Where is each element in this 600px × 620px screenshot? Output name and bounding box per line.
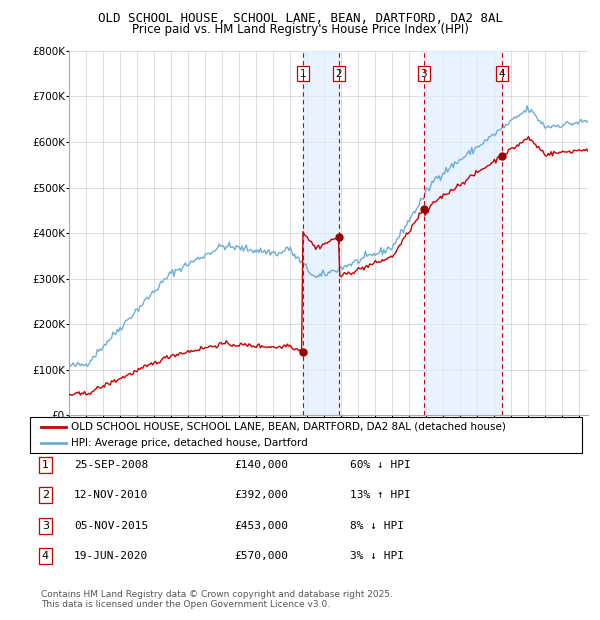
Text: 3% ↓ HPI: 3% ↓ HPI: [350, 551, 404, 561]
Bar: [302, 51, 339, 415]
FancyBboxPatch shape: [30, 417, 582, 453]
Text: 19-JUN-2020: 19-JUN-2020: [74, 551, 148, 561]
Bar: [424, 51, 502, 415]
Text: £570,000: £570,000: [234, 551, 288, 561]
Text: 3: 3: [42, 521, 49, 531]
Text: 1: 1: [299, 69, 306, 79]
Text: £140,000: £140,000: [234, 460, 288, 470]
Text: 8% ↓ HPI: 8% ↓ HPI: [350, 521, 404, 531]
Text: 13% ↑ HPI: 13% ↑ HPI: [350, 490, 411, 500]
Text: OLD SCHOOL HOUSE, SCHOOL LANE, BEAN, DARTFORD, DA2 8AL (detached house): OLD SCHOOL HOUSE, SCHOOL LANE, BEAN, DAR…: [71, 422, 506, 432]
Text: 1: 1: [42, 460, 49, 470]
Text: OLD SCHOOL HOUSE, SCHOOL LANE, BEAN, DARTFORD, DA2 8AL: OLD SCHOOL HOUSE, SCHOOL LANE, BEAN, DAR…: [97, 12, 503, 25]
Text: 60% ↓ HPI: 60% ↓ HPI: [350, 460, 411, 470]
Text: 2: 2: [42, 490, 49, 500]
Text: 3: 3: [421, 69, 427, 79]
Text: 12-NOV-2010: 12-NOV-2010: [74, 490, 148, 500]
Text: 25-SEP-2008: 25-SEP-2008: [74, 460, 148, 470]
Text: 4: 4: [499, 69, 506, 79]
Text: Price paid vs. HM Land Registry's House Price Index (HPI): Price paid vs. HM Land Registry's House …: [131, 24, 469, 36]
Text: 2: 2: [336, 69, 343, 79]
Text: £392,000: £392,000: [234, 490, 288, 500]
Text: HPI: Average price, detached house, Dartford: HPI: Average price, detached house, Dart…: [71, 438, 308, 448]
Text: 4: 4: [42, 551, 49, 561]
Text: 05-NOV-2015: 05-NOV-2015: [74, 521, 148, 531]
Text: Contains HM Land Registry data © Crown copyright and database right 2025.
This d: Contains HM Land Registry data © Crown c…: [41, 590, 393, 609]
Text: £453,000: £453,000: [234, 521, 288, 531]
